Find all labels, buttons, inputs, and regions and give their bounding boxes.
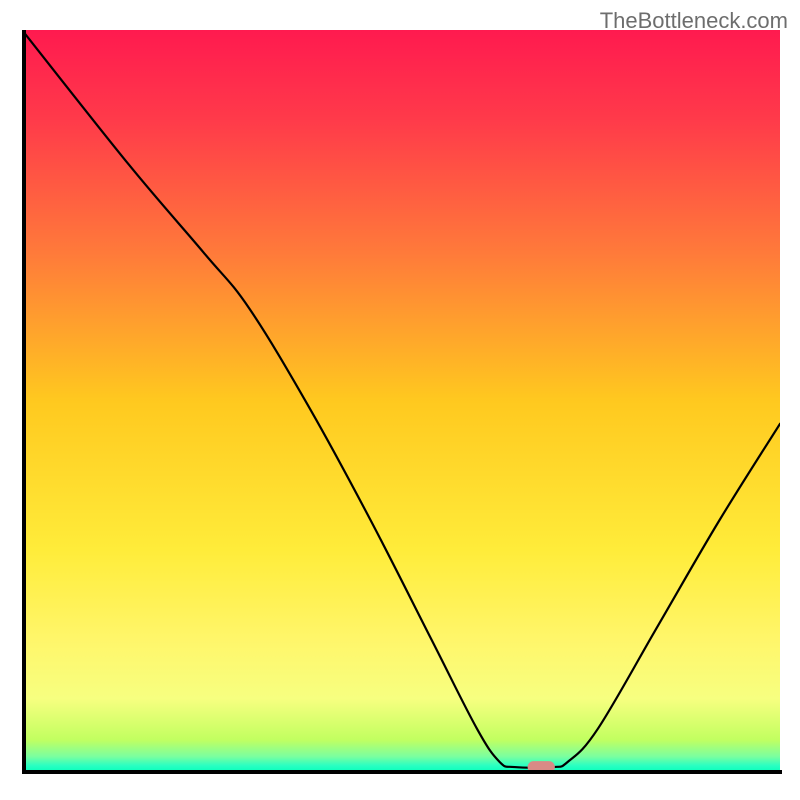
chart-plot (22, 30, 780, 773)
x-axis (22, 770, 782, 774)
y-axis (22, 30, 26, 773)
chart-container: TheBottleneck.com (0, 0, 800, 800)
watermark-text: TheBottleneck.com (600, 8, 788, 34)
chart-background (22, 30, 780, 773)
